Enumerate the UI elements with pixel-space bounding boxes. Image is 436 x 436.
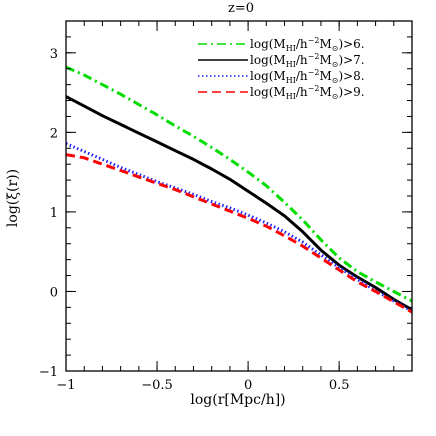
y-tick-label: 1 (50, 206, 58, 221)
x-tick-label: −0.5 (141, 378, 173, 393)
chart-title: z=0 (228, 1, 254, 16)
series-layer (65, 65, 413, 314)
legend-label-4: log(MHI/h−2M⊙)>9. (250, 84, 365, 101)
series-line-2 (65, 95, 413, 312)
x-tick-label: 0 (244, 378, 252, 393)
ticks-layer: −1 −0.5 0 0.5 −1 0 1 2 3 (39, 20, 413, 393)
y-tick-label: 2 (50, 126, 58, 141)
y-tick-label: 0 (50, 285, 58, 300)
y-tick-label: 3 (50, 47, 58, 62)
series-line-4 (65, 153, 413, 314)
legend-label-1: log(MHI/h−2M⊙)>6. (250, 36, 365, 53)
y-axis-label: log(ξ(r)) (5, 169, 21, 227)
legend: log(MHI/h−2M⊙)>6.log(MHI/h−2M⊙)>7.log(MH… (198, 36, 365, 101)
x-tick-label: −1 (56, 378, 75, 393)
x-tick-label: 0.5 (329, 378, 350, 393)
y-tick-label: −1 (39, 365, 58, 380)
series-line-3 (65, 142, 413, 313)
legend-label-3: log(MHI/h−2M⊙)>8. (250, 68, 365, 85)
x-axis-label: log(r[Mpc/h]) (190, 392, 285, 408)
series-line-1 (65, 65, 413, 303)
legend-label-2: log(MHI/h−2M⊙)>7. (250, 52, 365, 69)
